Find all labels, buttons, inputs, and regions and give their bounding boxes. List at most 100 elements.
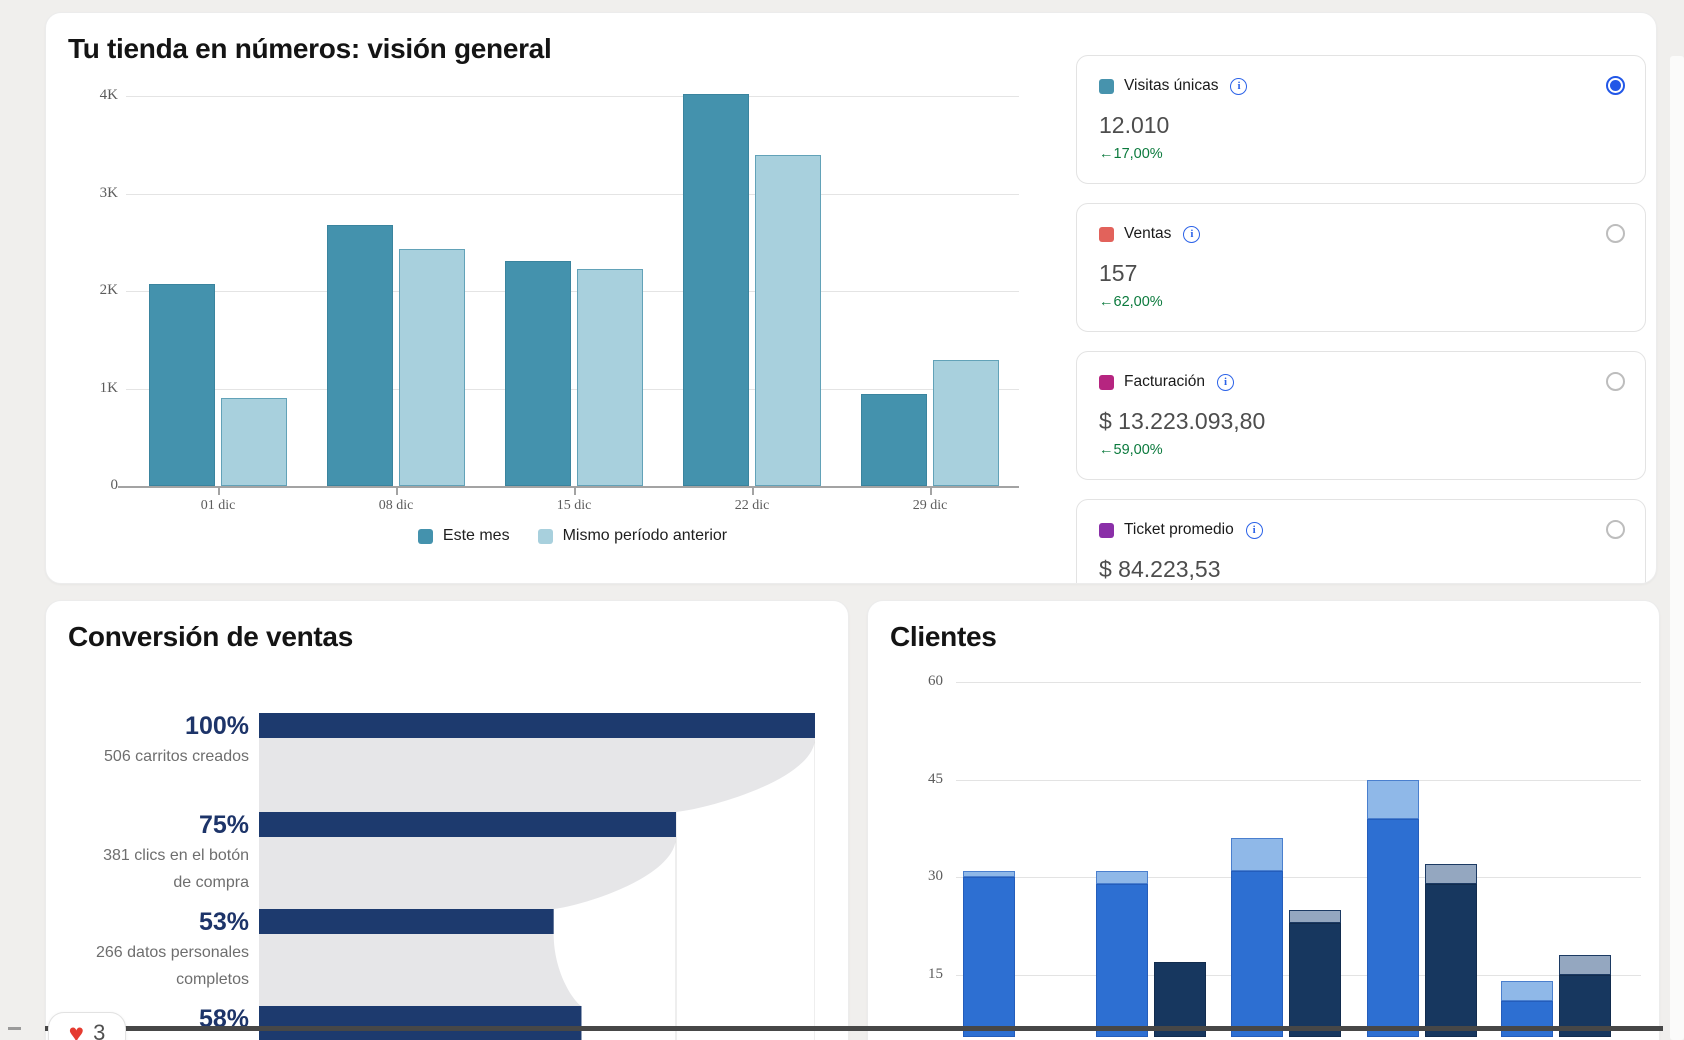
metric-radio[interactable]	[1606, 520, 1625, 539]
metric-label: Visitas únicas	[1124, 77, 1219, 94]
funnel-caption: 381 clics en el botón	[103, 847, 249, 864]
overview-bar-previous	[577, 268, 643, 486]
y-axis-tick-label: 30	[928, 868, 943, 884]
funnel-bar	[259, 812, 676, 837]
metric-value: 12.010	[1099, 112, 1170, 138]
clientes-card: Clientes 60 45 30 15	[867, 600, 1660, 1040]
overview-bar-previous	[933, 360, 999, 486]
gridline	[956, 877, 1641, 878]
metric-card[interactable]: Ventas i 157 ←62,00%	[1076, 203, 1646, 332]
overview-card: Tu tienda en números: visión general 4K 3…	[45, 12, 1657, 584]
metric-color-swatch	[1099, 226, 1114, 242]
overview-bar-current	[149, 284, 215, 486]
clientes-stacked-bar-chart: 60 45 30 15	[868, 601, 1659, 1040]
clientes-bar-secondary-cap	[1425, 864, 1477, 884]
divider-line	[45, 1026, 1663, 1031]
info-icon[interactable]: i	[1183, 225, 1201, 243]
overview-bar-chart: 4K 3K 2K 1K 0 01 dic 08 dic 15 dic 22 dic 29 dic E…	[46, 13, 1656, 583]
clientes-bar-secondary	[1289, 922, 1341, 1037]
metric-card[interactable]: Visitas únicas i 12.010 ←17,00%	[1076, 55, 1646, 184]
legend-item: Este mes	[417, 527, 510, 545]
metric-value: $ 84.223,53	[1099, 556, 1221, 582]
overview-bar-previous	[755, 154, 821, 486]
clientes-bar-primary-cap	[963, 870, 1015, 877]
clientes-title: Clientes	[890, 621, 997, 652]
x-axis-tick	[752, 487, 754, 495]
heart-icon: ♥	[68, 1018, 85, 1040]
legend-swatch	[417, 528, 433, 544]
info-icon[interactable]: i	[1230, 77, 1248, 95]
funnel-title: Conversión de ventas	[68, 621, 353, 652]
legend-swatch	[537, 528, 553, 544]
clientes-bar-primary-cap	[1501, 981, 1553, 1001]
y-axis-tick-label: 60	[928, 673, 943, 689]
overview-bar-current	[327, 224, 393, 486]
metric-card[interactable]: Ticket promedio i $ 84.223,53	[1076, 499, 1646, 583]
clientes-bar-primary	[963, 877, 1015, 1037]
metric-radio[interactable]	[1606, 224, 1625, 243]
clientes-bar-primary-cap	[1231, 838, 1283, 871]
funnel-caption: completos	[176, 971, 249, 988]
chart-legend: Este mes Mismo período anterior	[126, 527, 1019, 545]
metric-card[interactable]: Facturación i $ 13.223.093,80 ←59,00%	[1076, 351, 1646, 480]
gridline	[956, 779, 1641, 781]
metric-color-swatch	[1099, 374, 1114, 390]
gridline	[126, 193, 1019, 195]
metric-header: Ventas i	[1099, 225, 1201, 243]
clientes-bar-secondary	[1425, 883, 1477, 1037]
metric-color-swatch	[1099, 78, 1114, 94]
divider-dash	[8, 1027, 21, 1030]
clientes-bar-secondary-cap	[1559, 955, 1611, 975]
gridline	[126, 291, 1019, 292]
metric-label: Ticket promedio	[1124, 521, 1234, 538]
metric-change: ←62,00%	[1099, 294, 1163, 310]
clientes-bar-primary	[1367, 818, 1419, 1037]
gridline	[126, 96, 1019, 97]
y-axis-tick-label: 0	[110, 477, 119, 493]
clientes-bar-primary	[1096, 883, 1148, 1037]
reaction-count: 3	[93, 1020, 106, 1040]
gridline	[126, 388, 1019, 390]
x-axis-tick	[574, 487, 576, 495]
x-axis-label: 29 dic	[912, 498, 948, 513]
x-axis-label: 22 dic	[734, 498, 770, 513]
x-axis-tick	[218, 487, 220, 495]
metric-radio[interactable]	[1606, 372, 1625, 391]
legend-label: Este mes	[442, 527, 510, 544]
metric-header: Facturación i	[1099, 373, 1234, 391]
info-icon[interactable]: i	[1216, 373, 1234, 391]
x-axis-label: 01 dic	[200, 498, 236, 513]
funnel-percent-label: 100%	[185, 712, 249, 740]
funnel-caption: 266 datos personales	[96, 944, 249, 961]
overview-bar-current	[505, 260, 571, 486]
x-axis-label: 08 dic	[378, 498, 414, 513]
metric-change: ←59,00%	[1099, 442, 1163, 458]
funnel-shade	[259, 837, 676, 909]
funnel-svg	[259, 713, 815, 1040]
x-axis-tick	[396, 487, 398, 495]
metric-radio-selected[interactable]	[1606, 76, 1625, 95]
clientes-bar-primary	[1231, 870, 1283, 1037]
clientes-bar-secondary	[1154, 961, 1206, 1037]
overview-bar-current	[683, 94, 749, 486]
funnel-caption: de compra	[173, 874, 249, 891]
x-axis-line	[118, 486, 1019, 488]
info-icon[interactable]: i	[1245, 521, 1263, 539]
x-axis-label: 15 dic	[556, 498, 592, 513]
x-axis-tick	[930, 487, 932, 495]
metric-change: ←17,00%	[1099, 146, 1163, 162]
funnel-percent-label: 53%	[198, 908, 249, 936]
metric-value: 157	[1099, 260, 1138, 286]
y-axis-tick-label: 2K	[99, 282, 118, 298]
overview-bar-current	[861, 394, 927, 486]
reaction-badge[interactable]: ♥ 3	[48, 1012, 126, 1040]
legend-label: Mismo período anterior	[562, 527, 728, 544]
clientes-bar-secondary-cap	[1289, 909, 1341, 923]
metric-value: $ 13.223.093,80	[1099, 408, 1266, 434]
gridline	[956, 682, 1641, 683]
overview-bar-previous	[399, 249, 465, 486]
y-axis-tick-label: 3K	[99, 184, 118, 201]
metric-color-swatch	[1099, 522, 1114, 538]
y-axis-tick-label: 15	[928, 965, 943, 982]
clientes-bar-primary-cap	[1096, 870, 1148, 884]
